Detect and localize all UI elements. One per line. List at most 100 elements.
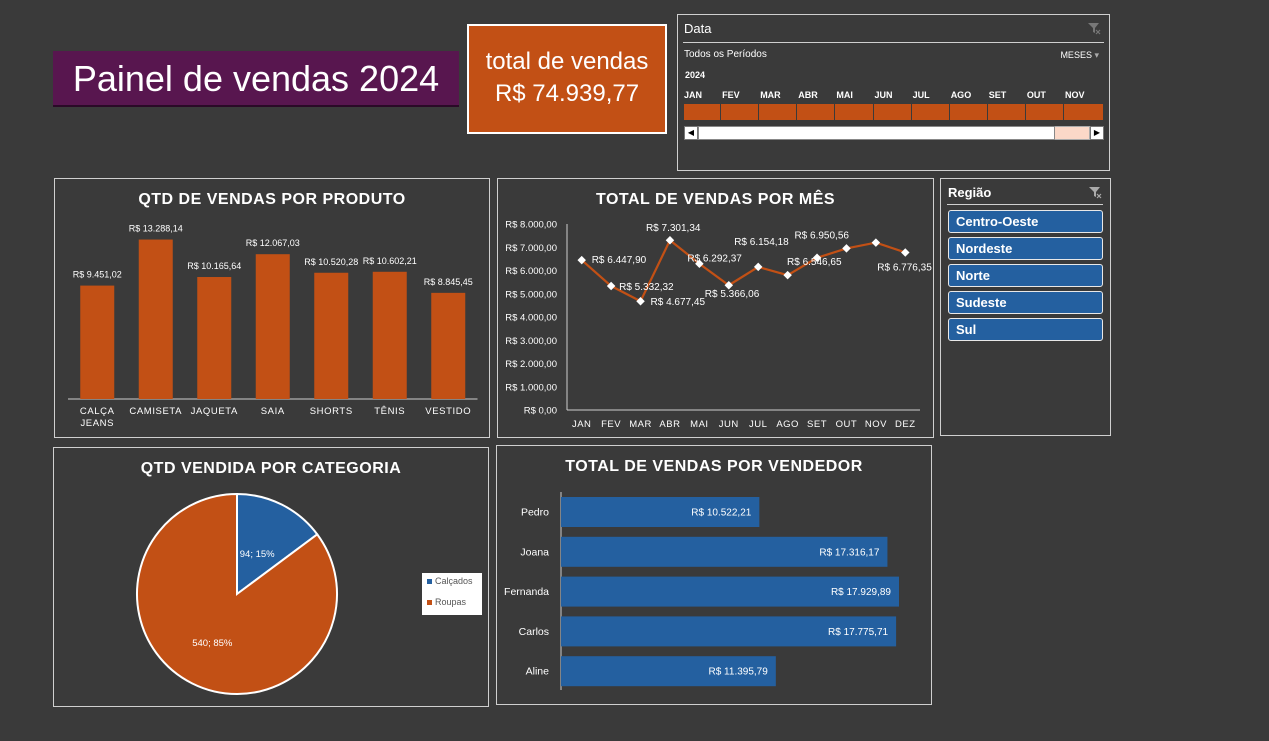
x-tick-label: JUL	[749, 419, 767, 430]
scroll-right-icon[interactable]: ▶	[1090, 126, 1104, 140]
clear-filter-icon[interactable]	[1088, 185, 1102, 199]
monthly-sales-chart: TOTAL DE VENDAS POR MÊS R$ 0,00 R$ 1.000,…	[497, 178, 934, 438]
timeline-month-jun[interactable]: JUN	[874, 90, 893, 100]
clear-filter-icon[interactable]	[1087, 21, 1101, 35]
region-item-nordeste[interactable]: Nordeste	[948, 237, 1103, 260]
scroll-left-icon[interactable]: ◀	[684, 126, 698, 140]
data-label: R$ 10.522,21	[691, 508, 751, 519]
data-label: R$ 17.775,71	[828, 627, 888, 638]
legend-swatch	[427, 600, 432, 605]
date-timeline-slicer[interactable]: Data Todos os Períodos MESES ▾ 2024 JAN F…	[677, 14, 1110, 171]
pie-slice	[236, 492, 319, 596]
seller-bar-chart: R$ 10.522,21 Pedro R$ 17.316,17 Joana R$ 17.…	[504, 492, 899, 690]
bar	[561, 576, 899, 607]
region-item-sul[interactable]: Sul	[948, 318, 1103, 341]
y-tick-label: R$ 5.000,00	[505, 289, 557, 300]
year-label: 2024	[685, 70, 706, 80]
timeline-month-fev[interactable]: FEV	[722, 90, 740, 100]
data-point	[636, 297, 645, 306]
month-separator	[910, 104, 912, 120]
y-tick-label: R$ 3.000,00	[505, 336, 557, 347]
timeline-selection-bar[interactable]	[684, 104, 1103, 120]
region-slicer[interactable]: Região Centro-Oeste Nordeste Norte Sudes…	[940, 178, 1111, 436]
timeline-scrollbar[interactable]: ◀ ▶	[684, 126, 1104, 142]
month-separator	[1063, 104, 1064, 120]
timeline-month-nov[interactable]: NOV	[1065, 90, 1085, 100]
month-separator	[948, 104, 950, 120]
region-item-centro-oeste[interactable]: Centro-Oeste	[948, 210, 1103, 233]
region-item-sudeste[interactable]: Sudeste	[948, 291, 1103, 314]
x-tick-label: JAN	[572, 419, 591, 430]
y-tick-label: Carlos	[519, 626, 549, 638]
data-label: R$ 5.366,06	[705, 289, 760, 300]
data-point	[724, 280, 734, 290]
data-label: R$ 9.451,02	[73, 270, 122, 280]
y-tick-label: Fernanda	[504, 586, 549, 598]
data-label: R$ 6.292,37	[687, 254, 742, 265]
monthly-line-chart: R$ 0,00 R$ 1.000,00 R$ 2.000,00 R$ 3.000,00…	[505, 220, 932, 431]
data-label: R$ 11.395,79	[709, 667, 769, 678]
period-label: Todos os Períodos	[684, 49, 767, 60]
series-line	[580, 238, 906, 303]
pie-slice	[136, 492, 338, 695]
region-slicer-title: Região	[948, 185, 992, 200]
x-tick-label: JUN	[719, 419, 739, 430]
y-tick-label: Aline	[526, 666, 550, 678]
bar	[80, 285, 115, 399]
timeline-month-ago[interactable]: AGO	[950, 90, 972, 100]
y-tick-label: R$ 7.000,00	[505, 243, 557, 254]
data-point	[812, 253, 822, 263]
month-separator	[796, 104, 798, 120]
bar	[138, 239, 173, 399]
month-separator	[834, 104, 836, 120]
x-tick-label: JAQUETA	[191, 406, 238, 417]
time-unit-dropdown[interactable]: MESES ▾	[1060, 50, 1099, 61]
month-separator	[720, 104, 722, 120]
timeline-month-mai[interactable]: MAI	[836, 90, 853, 100]
chart-title: QTD DE VENDAS POR PRODUTO	[138, 191, 406, 208]
y-tick-label: R$ 1.000,00	[505, 382, 557, 393]
region-item-norte[interactable]: Norte	[948, 264, 1103, 287]
scroll-thumb[interactable]	[698, 126, 1055, 140]
x-tick-label: MAI	[690, 419, 708, 430]
x-tick-label: JEANS	[80, 418, 114, 429]
y-tick-label: Pedro	[521, 507, 549, 519]
x-tick-label: SHORTS	[310, 406, 353, 417]
timeline-month-out[interactable]: OUT	[1026, 90, 1046, 100]
x-tick-label: FEV	[601, 419, 621, 430]
x-tick-label: NOV	[865, 419, 887, 430]
data-point	[577, 255, 586, 265]
data-label: R$ 17.929,89	[831, 587, 891, 598]
data-label: R$ 4.677,45	[651, 297, 706, 308]
timeline-month-mar[interactable]: MAR	[760, 90, 781, 100]
data-label: R$ 6.447,90	[592, 255, 647, 266]
x-tick-label: SET	[807, 419, 827, 430]
y-tick-label: R$ 0,00	[524, 406, 557, 417]
data-label: R$ 10.520,28	[304, 257, 358, 267]
x-tick-label: MAR	[629, 419, 652, 430]
x-tick-label: VESTIDO	[425, 406, 471, 417]
x-tick-label: ABR	[659, 419, 680, 430]
x-tick-label: CALÇA	[80, 406, 115, 417]
bar	[561, 497, 760, 527]
timeline-month-set[interactable]: SET	[988, 90, 1007, 100]
bar	[255, 254, 290, 399]
data-label: R$ 5.332,32	[619, 282, 674, 293]
data-label: R$ 7.301,34	[646, 223, 701, 234]
category-sales-chart: QTD VENDIDA POR CATEGORIA 94; 15% 540; 85…	[53, 447, 489, 707]
timeline-month-abr[interactable]: ABR	[798, 90, 818, 100]
y-tick-label: R$ 2.000,00	[505, 359, 557, 370]
data-label: R$ 6.776,35	[877, 262, 932, 273]
slice-label: 94; 15%	[240, 549, 275, 560]
time-unit-label: MESES	[1060, 50, 1092, 60]
timeline-month-jul[interactable]: JUL	[912, 90, 930, 100]
product-sales-chart: QTD DE VENDAS POR PRODUTO R$ 9.451,02 CAL…	[54, 178, 490, 438]
slice-label: 540; 85%	[192, 638, 233, 649]
data-point	[606, 281, 616, 291]
timeline-month-jan[interactable]: JAN	[684, 90, 703, 100]
bar	[372, 271, 407, 399]
page-title: Painel de vendas 2024	[53, 51, 459, 107]
x-tick-label: CAMISETA	[129, 406, 182, 417]
x-tick-label: DEZ	[895, 419, 916, 430]
